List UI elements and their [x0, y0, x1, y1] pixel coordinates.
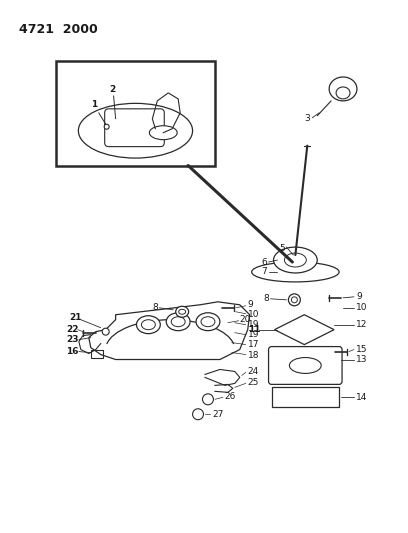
Text: 14: 14: [356, 393, 367, 402]
Text: 3: 3: [304, 114, 310, 123]
Text: 2: 2: [110, 85, 116, 94]
Text: 21: 21: [69, 313, 82, 322]
Ellipse shape: [252, 262, 339, 282]
Ellipse shape: [196, 313, 220, 330]
Text: 9: 9: [356, 292, 362, 301]
Ellipse shape: [136, 316, 160, 334]
Text: 26: 26: [225, 392, 236, 401]
Text: 25: 25: [248, 378, 259, 387]
Text: 22: 22: [66, 325, 78, 334]
Ellipse shape: [176, 306, 188, 317]
Bar: [272, 387, 339, 407]
Text: 23: 23: [66, 335, 78, 344]
Text: 10: 10: [356, 303, 368, 312]
Text: 17: 17: [248, 340, 259, 349]
Ellipse shape: [102, 328, 109, 335]
Text: 13: 13: [356, 355, 368, 364]
Text: 11: 11: [248, 325, 260, 334]
Text: 6: 6: [262, 257, 267, 266]
Text: 24: 24: [248, 367, 259, 376]
Text: 16: 16: [66, 347, 78, 356]
Text: 20: 20: [240, 315, 251, 324]
Text: 19: 19: [248, 320, 259, 329]
Ellipse shape: [288, 294, 300, 306]
Text: 5: 5: [279, 244, 285, 253]
Bar: [91, 350, 103, 358]
Text: 18: 18: [248, 351, 259, 360]
Text: 15: 15: [356, 345, 368, 354]
Text: 8: 8: [264, 294, 269, 303]
Text: 1: 1: [91, 100, 97, 109]
Ellipse shape: [166, 313, 190, 330]
Bar: [56, 61, 215, 166]
Text: 7: 7: [262, 268, 267, 277]
Text: 9: 9: [248, 300, 253, 309]
Ellipse shape: [149, 126, 177, 140]
Text: 10: 10: [248, 310, 259, 319]
Text: 27: 27: [212, 410, 223, 419]
Text: 19: 19: [248, 330, 259, 339]
Text: 4721  2000: 4721 2000: [19, 23, 98, 36]
Text: 12: 12: [356, 320, 367, 329]
Text: 8: 8: [152, 303, 158, 312]
Ellipse shape: [104, 124, 109, 129]
Ellipse shape: [273, 247, 317, 273]
